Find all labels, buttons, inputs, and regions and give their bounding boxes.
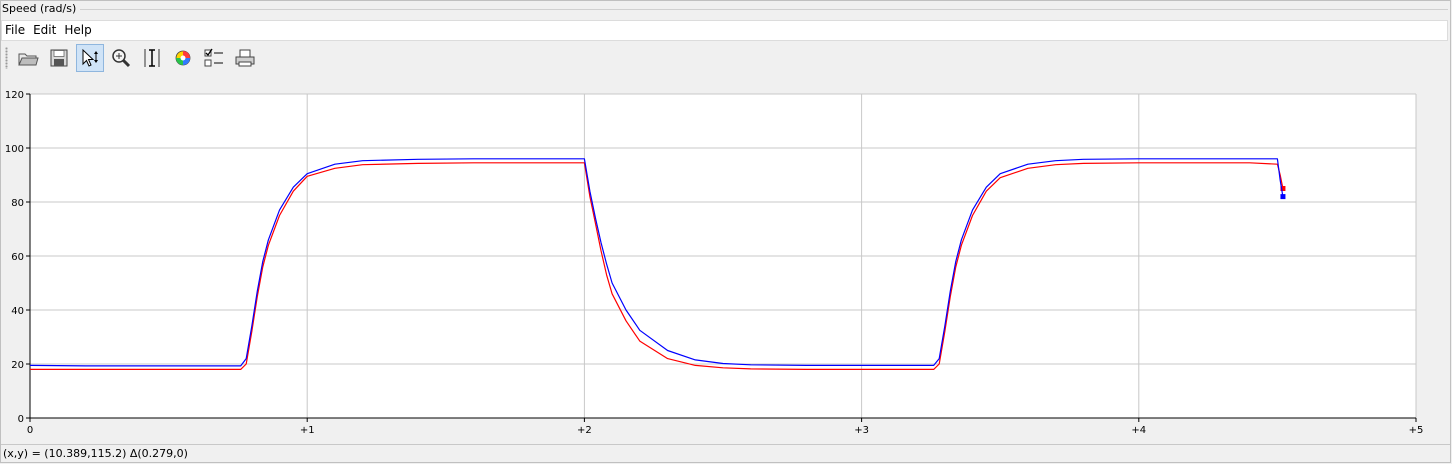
vertical-cursor-icon — [144, 49, 160, 67]
x-tick-label: 0 — [27, 425, 33, 436]
title-divider — [80, 9, 1448, 10]
status-bar: (x,y) = (10.389,115.2) Δ(0.279,0) — [1, 444, 1450, 462]
series-line-1 — [29, 158, 1284, 367]
x-tick-label: +3 — [854, 425, 869, 436]
toolbar — [1, 42, 1448, 74]
save-icon — [50, 49, 68, 67]
x-tick-label: +5 — [1409, 425, 1424, 436]
x-tick-label: +1 — [300, 425, 315, 436]
legend-button[interactable] — [200, 44, 228, 72]
speed-chart[interactable]: 0 +1 +2 +3 +4 +5 0 20 40 60 80 100 120 — [0, 82, 1452, 442]
menu-bar: File Edit Help — [1, 20, 1448, 41]
y-tick-label: 20 — [11, 360, 24, 371]
cursor-readout: (x,y) = (10.389,115.2) Δ(0.279,0) — [3, 447, 188, 460]
y-tick-label: 120 — [5, 90, 24, 101]
menu-help[interactable]: Help — [64, 23, 92, 37]
window-title: Speed (rad/s) — [2, 2, 77, 15]
menu-edit[interactable]: Edit — [33, 23, 57, 37]
x-tick-label: +4 — [1131, 425, 1146, 436]
y-tick-label: 0 — [18, 414, 24, 425]
open-button[interactable] — [14, 44, 42, 72]
y-tick-label: 100 — [5, 144, 24, 155]
series-line-0 — [30, 162, 1284, 370]
x-tick-label: +2 — [577, 425, 592, 436]
y-tick-label: 80 — [11, 198, 24, 209]
color-button[interactable] — [169, 44, 197, 72]
plot-area[interactable]: 0 +1 +2 +3 +4 +5 0 20 40 60 80 100 120 — [0, 82, 1452, 442]
vertical-cursor-button[interactable] — [138, 44, 166, 72]
pointer-pan-icon — [82, 48, 98, 67]
open-folder-icon — [18, 53, 39, 66]
color-wheel-icon — [175, 50, 191, 66]
y-tick-label: 40 — [11, 306, 24, 317]
menu-file[interactable]: File — [5, 23, 26, 37]
zoom-icon — [112, 49, 131, 68]
print-button[interactable] — [231, 44, 259, 72]
y-tick-label: 60 — [11, 252, 24, 263]
series-end-marker-1 — [1280, 194, 1286, 200]
zoom-button[interactable] — [107, 44, 135, 72]
pointer-pan-button[interactable] — [76, 44, 104, 72]
legend-checklist-icon — [204, 48, 223, 67]
toolbar-grip[interactable] — [5, 47, 8, 69]
series-end-marker-0 — [1280, 186, 1286, 191]
print-icon — [235, 49, 255, 67]
save-button[interactable] — [45, 44, 73, 72]
